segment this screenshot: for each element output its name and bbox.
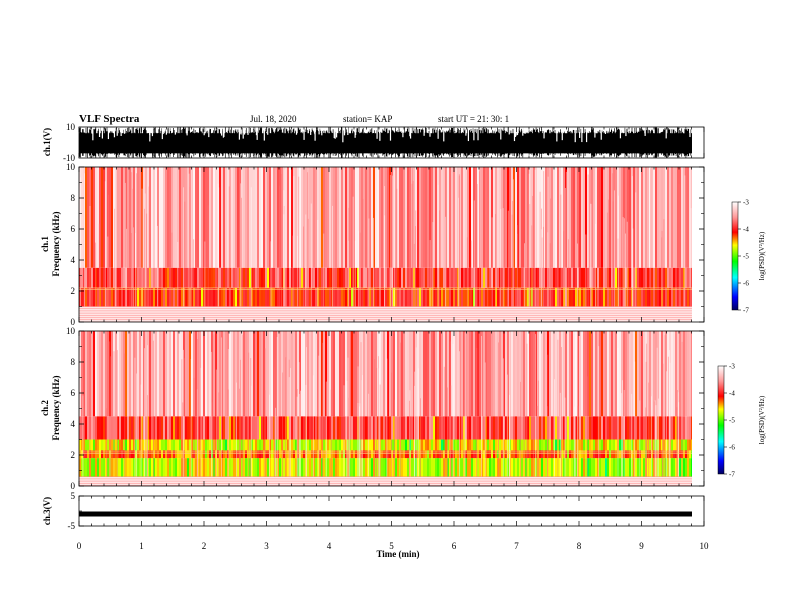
ch2-colorbar: -3 -4 -5 -6 -7 log(PSD)(V²/Hz) — [717, 363, 766, 479]
colorbar-tick-label: -7 — [729, 471, 735, 479]
ch1-spectrogram-ylabel-top: ch.1 — [40, 236, 50, 252]
y-tick-label: 0 — [71, 481, 76, 491]
y-tick-label: 4 — [71, 419, 76, 429]
colorbar-tick-label: -5 — [743, 253, 749, 261]
y-tick-label: 10 — [66, 122, 76, 132]
ch3-waveform-panel — [79, 511, 692, 517]
ch3-waveform-ylabel: ch.3(V) — [42, 497, 52, 525]
ch1-waveform-panel — [79, 127, 692, 158]
x-tick-label: 0 — [77, 541, 82, 551]
station-label: station= KAP — [343, 114, 392, 124]
spectrogram-band — [79, 267, 692, 288]
ch1-spectrogram-panel — [79, 167, 692, 322]
y-tick-label: 5 — [71, 491, 76, 501]
x-tick-label: 7 — [514, 541, 519, 551]
x-tick-label: 8 — [577, 541, 582, 551]
spectrogram-band — [79, 439, 692, 451]
spectrogram-band — [79, 450, 692, 459]
spectrogram-band — [79, 458, 692, 477]
colorbar-tick-label: -4 — [729, 390, 735, 398]
ch1-waveform-ylabel: ch.1(V) — [42, 128, 52, 156]
ch2-colorbar-label: log(PSD)(V²/Hz) — [758, 395, 766, 444]
colorbar-tick-label: -3 — [743, 199, 749, 207]
ch2-spectrogram-ylabel: Frequency (kHz) — [51, 375, 61, 440]
ch2-spectrogram-ylabel-top: ch.2 — [40, 400, 50, 416]
ch2-spectrogram-panel — [79, 331, 692, 486]
y-tick-label: -5 — [68, 521, 76, 531]
x-tick-label: 5 — [389, 541, 394, 551]
colorbar-tick-label: -7 — [743, 307, 749, 315]
x-tick-label: 4 — [327, 541, 332, 551]
x-tick-label: 3 — [264, 541, 269, 551]
ch3-waveform-trace — [79, 511, 692, 517]
y-tick-label: 2 — [71, 286, 76, 296]
x-axis-label: Time (min) — [376, 549, 419, 559]
colorbar-tick-label: -3 — [729, 363, 735, 371]
date-label: Jul. 18, 2020 — [250, 114, 297, 124]
x-tick-label: 10 — [700, 541, 710, 551]
figure-title: VLF Spectra — [79, 113, 140, 125]
y-tick-label: 6 — [71, 224, 76, 234]
colorbar-tick-label: -4 — [743, 226, 749, 234]
ch2-colorbar-gradient — [717, 365, 725, 475]
x-tick-label: 2 — [202, 541, 207, 551]
spectrogram-band — [79, 287, 692, 307]
ch1-waveform-trace — [79, 127, 692, 158]
y-tick-label: 4 — [71, 255, 76, 265]
spectrogram-streaks — [80, 167, 692, 322]
x-tick-label: 1 — [139, 541, 144, 551]
spectrogram-band — [79, 331, 692, 417]
ch1-spectrogram-ylabel: Frequency (kHz) — [51, 211, 61, 276]
y-tick-label: 0 — [71, 317, 76, 327]
y-tick-label: 8 — [71, 357, 76, 367]
start-time-label: start UT = 21: 30: 1 — [438, 114, 509, 124]
y-tick-label: -10 — [63, 153, 75, 163]
low-frequency-region — [79, 306, 692, 322]
y-tick-label: 10 — [66, 326, 76, 336]
y-tick-label: 6 — [71, 388, 76, 398]
ch1-colorbar: -3 -4 -5 -6 -7 log(PSD)(V²/Hz) — [731, 199, 766, 315]
spectrogram-streaks — [82, 331, 683, 486]
spectrogram-band — [79, 416, 692, 440]
y-tick-label: 8 — [71, 193, 76, 203]
spectrogram-band — [79, 167, 692, 268]
colorbar-tick-label: -5 — [729, 417, 735, 425]
y-tick-label: 2 — [71, 450, 76, 460]
ch1-colorbar-label: log(PSD)(V²/Hz) — [758, 231, 766, 280]
colorbar-tick-label: -6 — [729, 444, 735, 452]
ch1-colorbar-gradient — [731, 201, 739, 311]
x-tick-label: 9 — [639, 541, 644, 551]
colorbar-tick-label: -6 — [743, 280, 749, 288]
x-tick-label: 6 — [452, 541, 457, 551]
y-tick-label: 10 — [66, 162, 76, 172]
